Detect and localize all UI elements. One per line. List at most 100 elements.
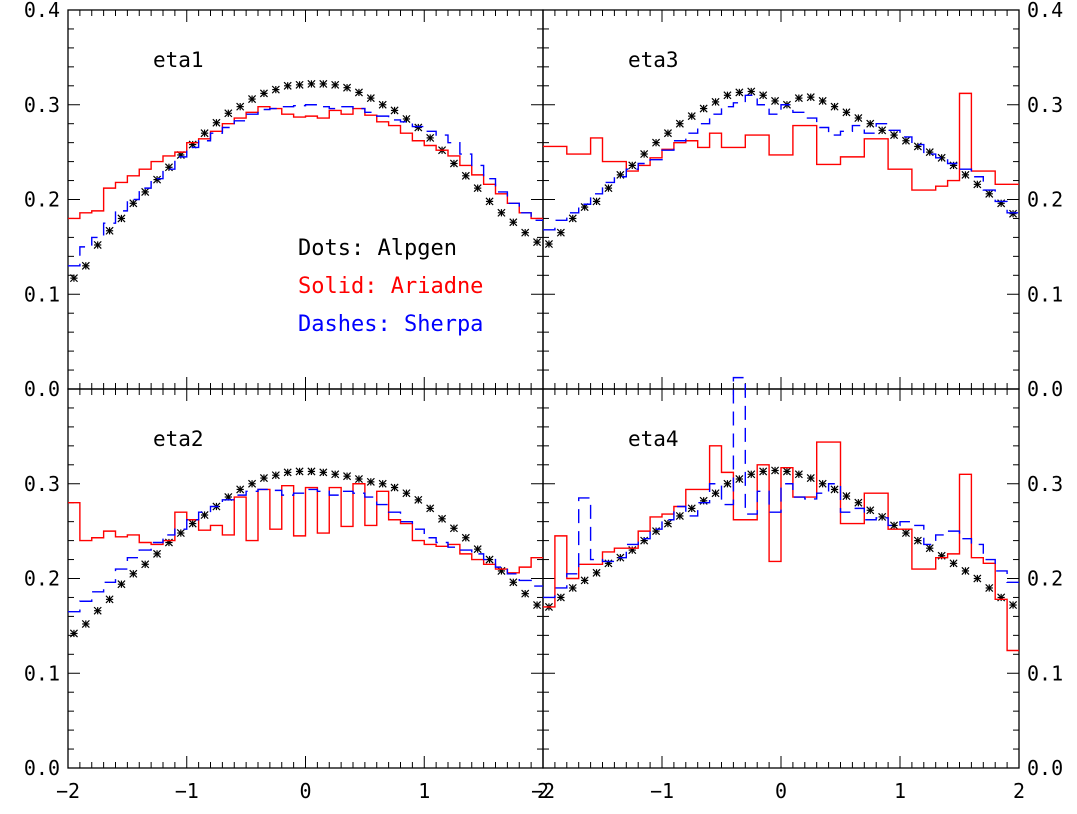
alpgen-marker-eta4	[842, 492, 851, 501]
alpgen-marker-eta3	[842, 108, 851, 117]
alpgen-marker-eta3	[663, 129, 672, 138]
y-tick-label: 0.2	[1027, 188, 1063, 212]
x-tick-label: 0	[299, 779, 311, 803]
alpgen-marker-eta1	[461, 171, 470, 180]
alpgen-marker-eta3	[628, 161, 637, 170]
alpgen-marker-eta1	[378, 100, 387, 109]
y-tick-label: 0.0	[1027, 756, 1063, 780]
panel-frames	[67, 9, 1020, 769]
alpgen-marker-eta4	[580, 576, 589, 585]
alpgen-marker-eta2	[81, 619, 90, 629]
alpgen-marker-eta2	[307, 467, 316, 476]
alpgen-marker-eta1	[153, 175, 162, 184]
alpgen-marker-eta2	[402, 489, 411, 498]
alpgen-marker-eta3	[723, 91, 732, 100]
series-layer	[68, 79, 1019, 652]
panel-label-eta3: eta3	[628, 48, 679, 72]
alpgen-marker-eta3	[806, 93, 815, 102]
legend-entry: Dashes: Sherpa	[298, 312, 483, 337]
alpgen-marker-eta3	[711, 97, 720, 106]
alpgen-marker-eta3	[771, 96, 780, 105]
alpgen-marker-eta3	[747, 87, 756, 96]
alpgen-marker-eta4	[878, 512, 887, 521]
sherpa-line-eta2	[68, 488, 543, 613]
alpgen-marker-eta3	[854, 113, 863, 123]
alpgen-marker-eta1	[366, 94, 375, 103]
alpgen-marker-eta4	[687, 504, 696, 513]
alpgen-marker-eta1	[295, 80, 304, 89]
alpgen-marker-eta1	[390, 106, 399, 115]
alpgen-marker-eta3	[592, 197, 601, 206]
alpgen-marker-eta4	[949, 559, 958, 568]
alpgen-marker-eta1	[319, 79, 328, 88]
x-tick-label: −2	[56, 779, 80, 803]
y-tick-label: 0.2	[1027, 567, 1063, 591]
alpgen-marker-eta2	[485, 555, 494, 564]
alpgen-marker-eta2	[533, 601, 542, 610]
alpgen-marker-eta2	[509, 578, 518, 587]
legend-entry: Dots: Alpgen	[298, 236, 457, 261]
alpgen-marker-eta4	[985, 583, 994, 592]
alpgen-marker-eta1	[236, 102, 245, 111]
x-tick-label: 1	[894, 779, 906, 803]
alpgen-marker-eta2	[366, 477, 375, 486]
alpgen-marker-eta1	[105, 226, 114, 235]
alpgen-marker-eta4	[913, 536, 922, 545]
alpgen-marker-eta4	[592, 568, 601, 577]
alpgen-marker-eta4	[1009, 601, 1018, 610]
alpgen-marker-eta1	[414, 123, 423, 132]
y-tick-label: 0.0	[24, 377, 60, 401]
y-tick-label: 0.3	[1027, 93, 1063, 117]
y-tick-label: 0.3	[24, 93, 60, 117]
alpgen-marker-eta3	[544, 240, 553, 249]
alpgen-marker-eta1	[307, 79, 316, 88]
x-tick-label: −1	[175, 779, 199, 803]
alpgen-marker-eta2	[473, 545, 482, 554]
alpgen-marker-eta1	[224, 109, 233, 118]
alpgen-marker-eta4	[747, 470, 756, 479]
alpgen-marker-eta3	[973, 180, 982, 189]
alpgen-marker-eta3	[961, 170, 970, 179]
alpgen-marker-eta3	[568, 214, 577, 223]
alpgen-marker-eta3	[901, 136, 910, 145]
y-tick-label: 0.3	[1027, 472, 1063, 496]
alpgen-marker-eta2	[319, 468, 328, 477]
ariadne-line-eta1	[68, 105, 543, 220]
alpgen-marker-eta2	[105, 595, 114, 604]
x-tick-label: −1	[650, 779, 674, 803]
alpgen-marker-eta1	[212, 118, 221, 127]
alpgen-marker-eta2	[69, 629, 78, 638]
y-tick-label: 0.2	[24, 567, 60, 591]
alpgen-marker-eta1	[485, 197, 494, 206]
alpgen-marker-eta3	[830, 102, 839, 111]
alpgen-marker-eta4	[711, 489, 720, 498]
alpgen-marker-eta2	[343, 472, 352, 481]
alpgen-marker-eta4	[973, 574, 982, 583]
y-tick-label: 0.1	[24, 661, 60, 685]
alpgen-marker-eta4	[663, 519, 672, 528]
legend-entry: Solid: Ariadne	[298, 274, 483, 299]
alpgen-marker-eta4	[556, 593, 565, 602]
alpgen-marker-eta3	[1009, 209, 1018, 218]
alpgen-marker-eta1	[426, 133, 435, 142]
alpgen-marker-eta1	[283, 81, 292, 90]
ariadne-line-eta4	[543, 441, 1019, 652]
alpgen-marker-eta4	[830, 485, 839, 494]
alpgen-marker-eta1	[331, 80, 340, 89]
alpgen-marker-eta2	[153, 549, 162, 558]
alpgen-marker-eta1	[533, 238, 542, 247]
alpgen-marker-eta1	[509, 218, 518, 227]
y-tick-label: 0.2	[24, 188, 60, 212]
alpgen-marker-eta2	[248, 479, 257, 488]
alpgen-marker-eta4	[818, 479, 827, 488]
alpgen-marker-eta4	[675, 511, 684, 520]
panel-frame-bottom-left	[67, 388, 544, 769]
alpgen-marker-eta1	[354, 88, 363, 97]
alpgen-marker-eta2	[426, 504, 435, 513]
alpgen-marker-eta1	[129, 199, 138, 208]
alpgen-marker-eta1	[497, 208, 506, 217]
x-tick-label: 0	[775, 779, 787, 803]
alpgen-marker-eta2	[236, 485, 245, 494]
alpgen-marker-eta2	[295, 467, 304, 476]
